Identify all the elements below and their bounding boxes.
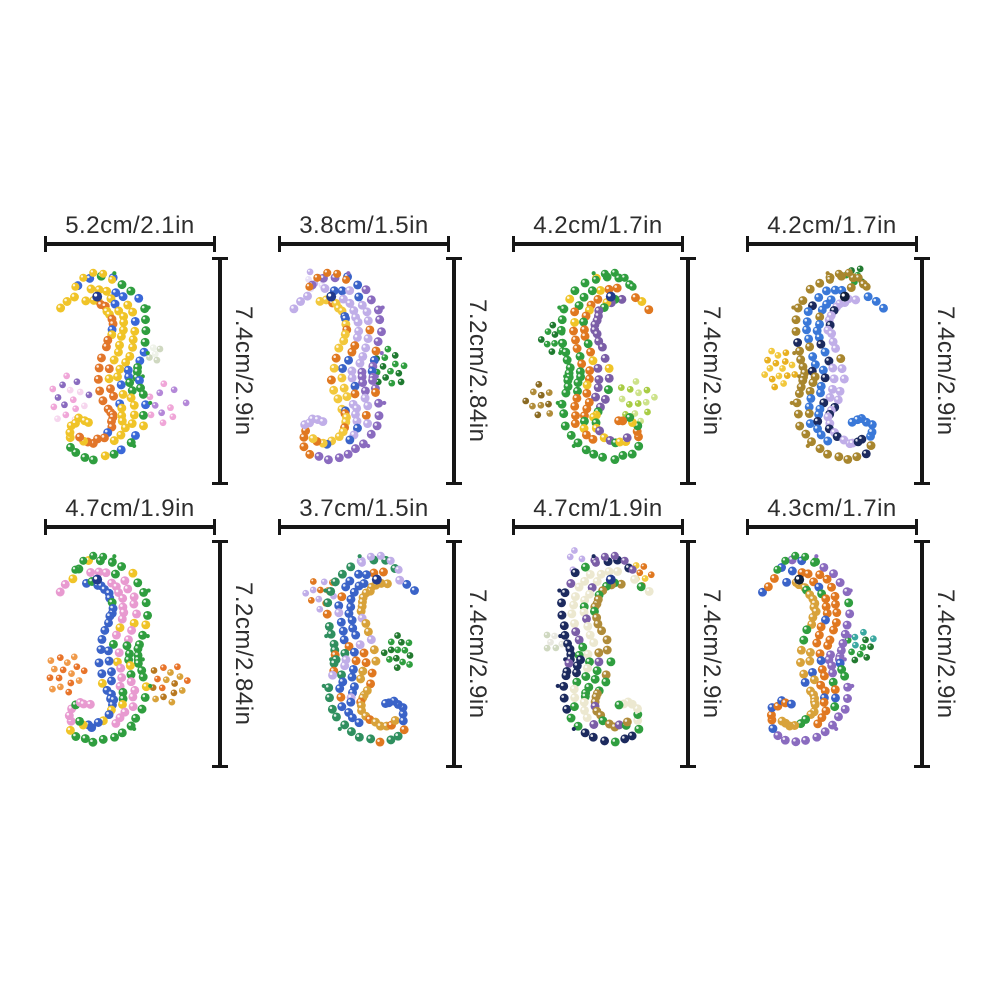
dimension-tick <box>914 765 930 768</box>
seahorse-art-5 <box>46 551 191 747</box>
dimension-tick <box>446 765 462 768</box>
width-dimension-line <box>44 519 216 535</box>
dimension-tick <box>680 765 696 768</box>
width-label: 3.7cm/1.5in <box>299 495 429 522</box>
seahorse-art-1 <box>49 268 190 465</box>
dimension-tick <box>44 236 47 252</box>
height-label: 7.4cm/2.9in <box>698 589 725 719</box>
sticker-panel-3: 4.2cm/1.7in 7.4cm/2.9in <box>502 212 736 495</box>
seahorse-art-3 <box>522 268 658 465</box>
sticker-panel-2: 3.8cm/1.5in 7.2cm/2.84in <box>268 212 502 495</box>
dimension-tick <box>914 482 930 485</box>
dimension-tick <box>681 519 684 535</box>
width-label: 4.7cm/1.9in <box>65 495 195 522</box>
dimension-tick <box>914 540 930 543</box>
width-label: 4.2cm/1.7in <box>533 212 663 239</box>
height-dimension-line <box>914 540 930 768</box>
width-dimension-line <box>512 519 684 535</box>
dimension-tick <box>447 519 450 535</box>
dimension-tick <box>212 257 228 260</box>
dimension-tick <box>681 236 684 252</box>
seahorse-art-2 <box>289 268 408 465</box>
dimension-tick <box>746 236 749 252</box>
dimension-tick <box>446 540 462 543</box>
width-label: 4.3cm/1.7in <box>767 495 897 522</box>
width-dimension-line <box>512 236 684 252</box>
height-dimension-line <box>680 540 696 768</box>
dimension-tick <box>915 236 918 252</box>
height-label: 7.2cm/2.84in <box>230 582 257 726</box>
dimension-tick <box>914 257 930 260</box>
width-dimension-line <box>746 236 918 252</box>
width-label: 3.8cm/1.5in <box>299 212 429 239</box>
dimension-tick <box>915 519 918 535</box>
height-label: 7.2cm/2.84in <box>464 299 491 443</box>
dimension-tick <box>213 236 216 252</box>
dimension-tick <box>212 540 228 543</box>
sticker-panel-4: 4.2cm/1.7in 7.4cm/2.9in <box>736 212 970 495</box>
sticker-panel-1: 5.2cm/2.1in 7.4cm/2.9in <box>34 212 268 495</box>
seahorse-art-6 <box>302 551 419 747</box>
dimension-tick <box>44 519 47 535</box>
dimension-tick <box>447 236 450 252</box>
height-label: 7.4cm/2.9in <box>932 306 959 436</box>
dimension-tick <box>680 257 696 260</box>
height-label: 7.4cm/2.9in <box>698 306 725 436</box>
width-dimension-line <box>278 236 450 252</box>
dimension-tick <box>212 482 228 485</box>
height-label: 7.4cm/2.9in <box>932 589 959 719</box>
width-label: 5.2cm/2.1in <box>65 212 195 239</box>
height-dimension-line <box>212 257 228 485</box>
dimension-tick <box>446 257 462 260</box>
sticker-panel-5: 4.7cm/1.9in 7.2cm/2.84in <box>34 495 268 778</box>
height-dimension-line <box>914 257 930 485</box>
seahorse-art-7 <box>543 545 655 747</box>
width-label: 4.7cm/1.9in <box>533 495 663 522</box>
dimension-tick <box>278 236 281 252</box>
width-dimension-line <box>746 519 918 535</box>
dimension-tick <box>746 519 749 535</box>
dimension-tick <box>512 519 515 535</box>
height-label: 7.4cm/2.9in <box>464 589 491 719</box>
height-dimension-line <box>212 540 228 768</box>
height-dimension-line <box>446 257 462 485</box>
height-dimension-line <box>680 257 696 485</box>
sticker-panel-6: 3.7cm/1.5in 7.4cm/2.9in <box>268 495 502 778</box>
sticker-panel-8: 4.3cm/1.7in 7.4cm/2.9in <box>736 495 970 778</box>
dimension-tick <box>680 482 696 485</box>
dimension-tick <box>446 482 462 485</box>
height-dimension-line <box>446 540 462 768</box>
seahorse-art-4 <box>761 265 888 464</box>
height-label: 7.4cm/2.9in <box>230 306 257 436</box>
dimension-tick <box>212 765 228 768</box>
dimension-tick <box>213 519 216 535</box>
width-label: 4.2cm/1.7in <box>767 212 897 239</box>
sticker-panel-7: 4.7cm/1.9in 7.4cm/2.9in <box>502 495 736 778</box>
dimension-tick <box>512 236 515 252</box>
seahorse-art-8 <box>758 551 877 747</box>
width-dimension-line <box>44 236 216 252</box>
dimension-tick <box>278 519 281 535</box>
width-dimension-line <box>278 519 450 535</box>
dimension-tick <box>680 540 696 543</box>
sticker-size-diagram: 5.2cm/2.1in 7.4cm/2.9in 3.8cm/1.5in 7.2c… <box>34 212 970 778</box>
